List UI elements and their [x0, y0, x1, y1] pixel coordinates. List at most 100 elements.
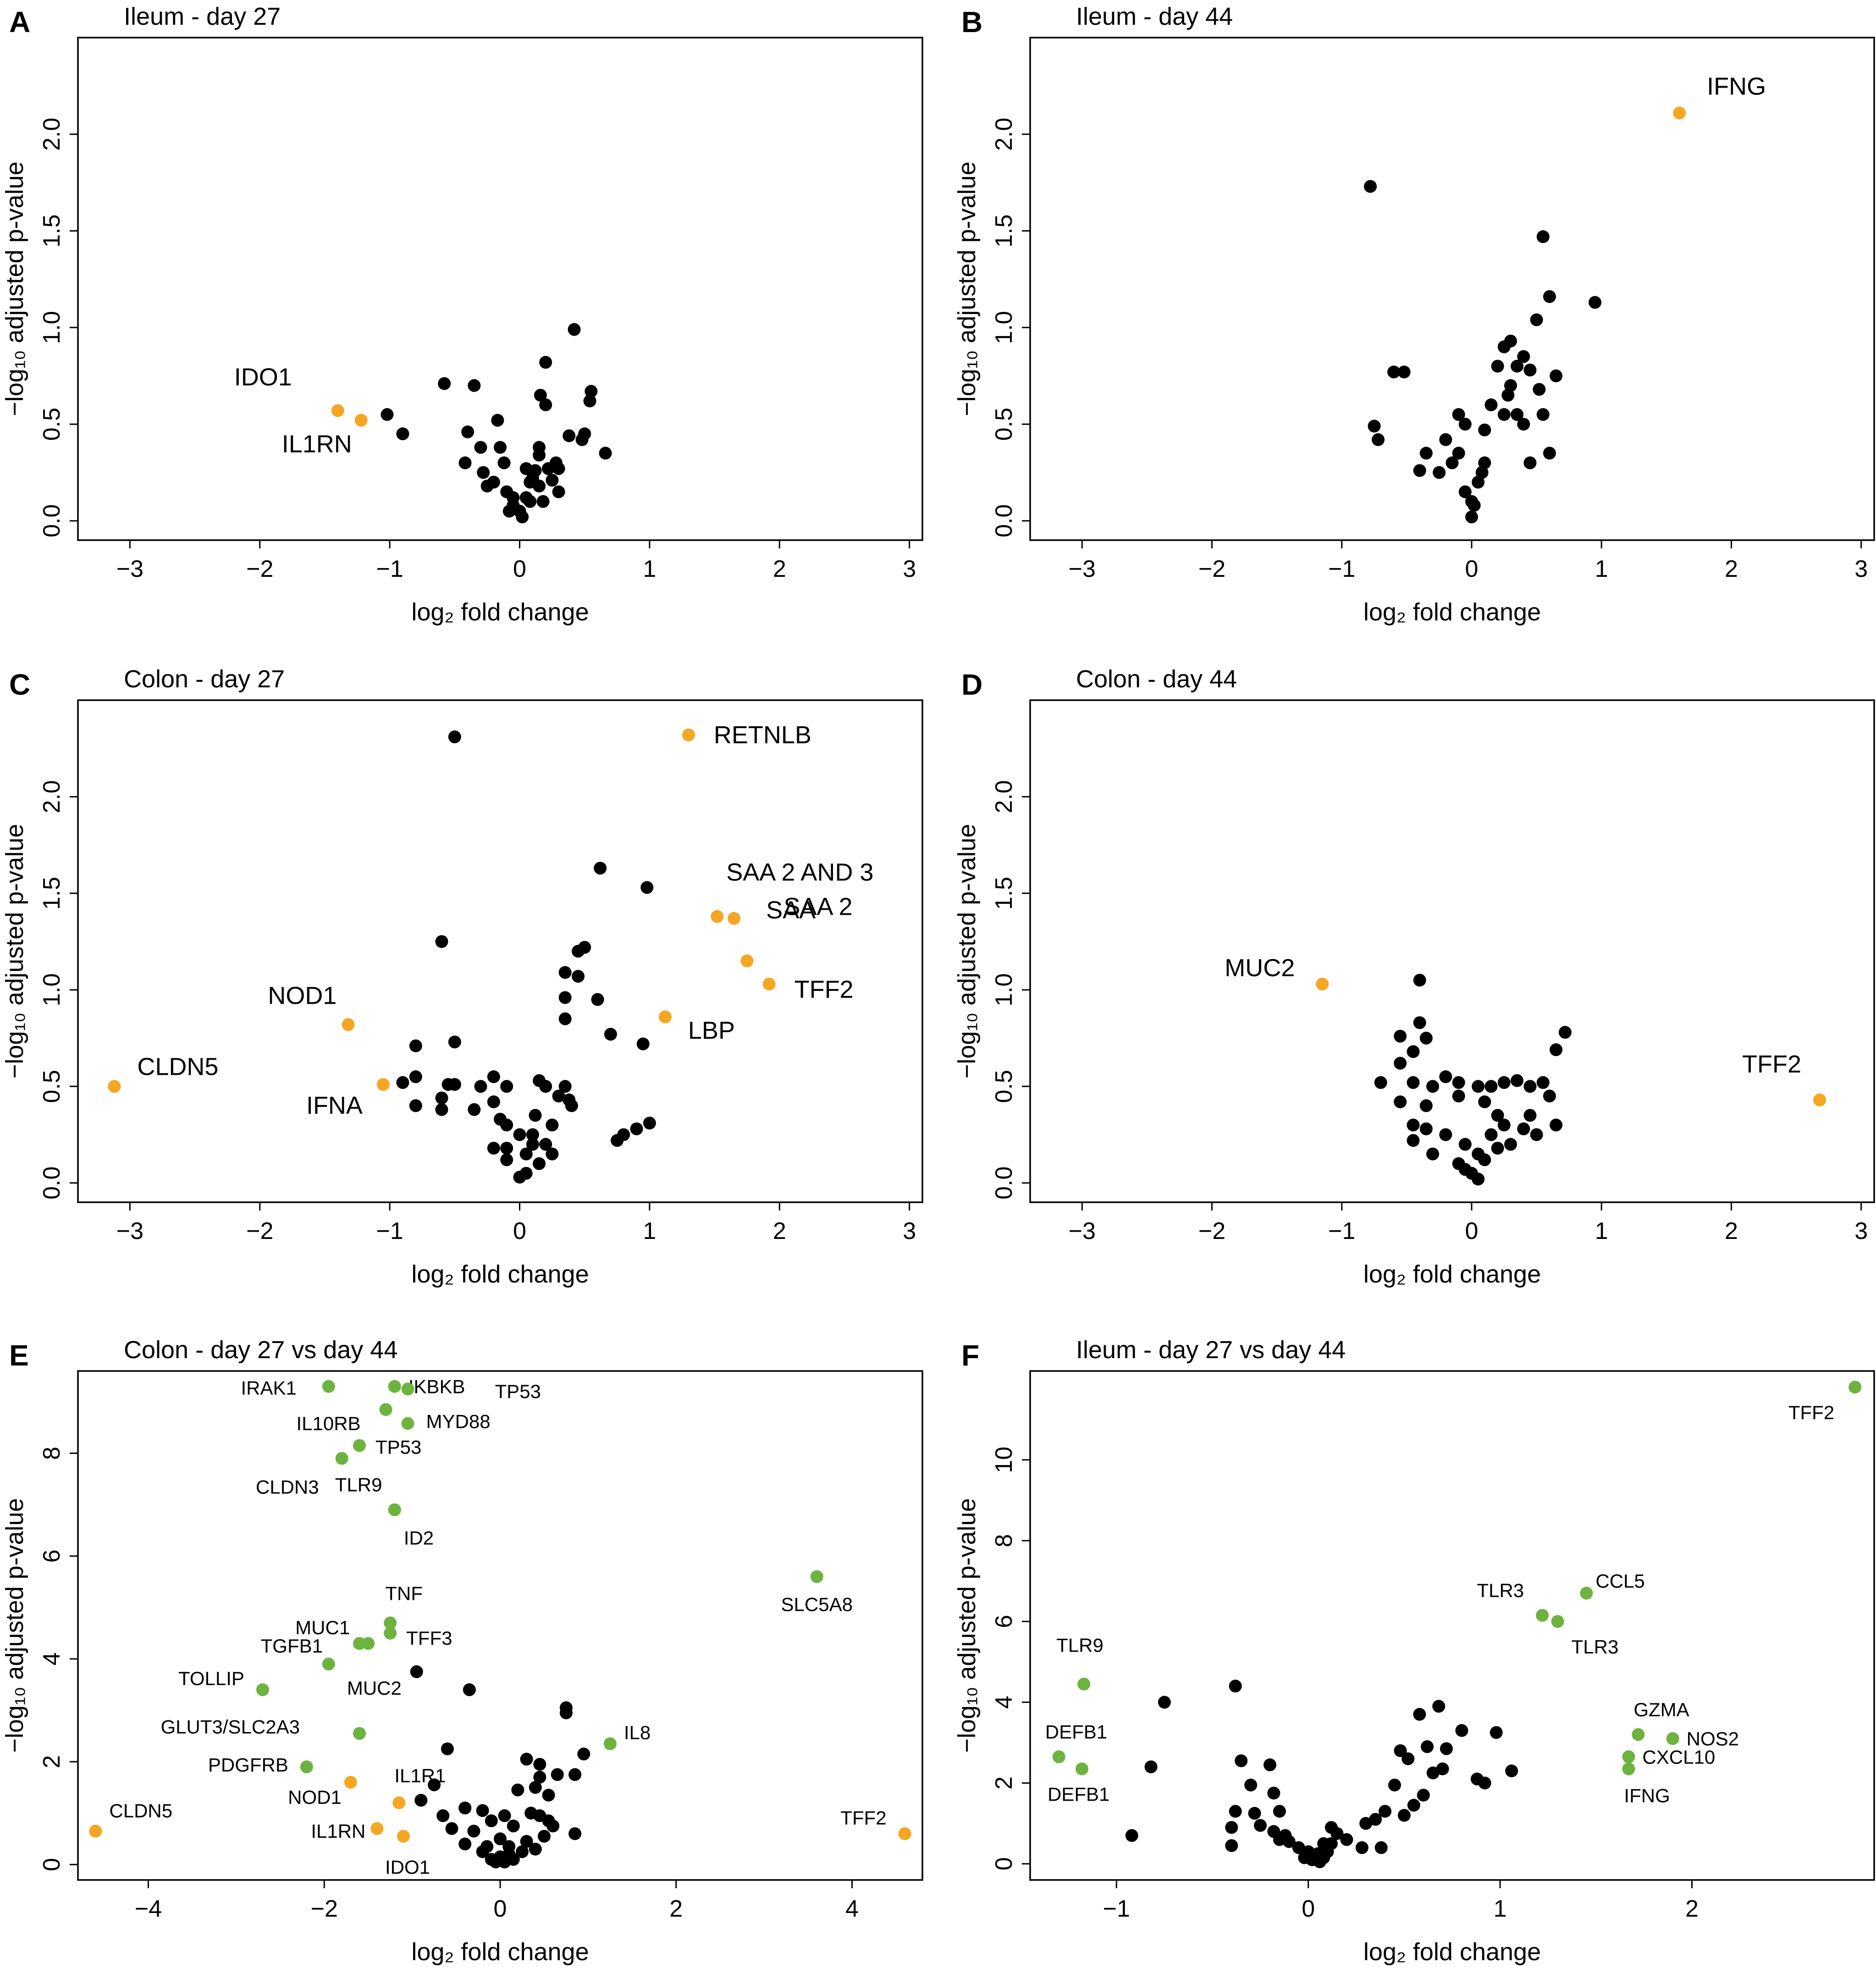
y-tick-label: 1.5 — [39, 877, 65, 910]
data-point — [1523, 456, 1537, 470]
point-label: NOD1 — [288, 1786, 342, 1808]
data-point — [630, 1122, 643, 1135]
data-point — [1536, 230, 1550, 243]
data-point — [474, 1080, 487, 1093]
x-axis-label: log₂ fold change — [411, 598, 589, 626]
plot-frame — [1029, 699, 1875, 1203]
data-point — [409, 1039, 422, 1052]
data-point — [1368, 420, 1381, 433]
data-point — [1388, 1778, 1401, 1791]
data-point — [445, 1822, 458, 1835]
data-point — [1472, 475, 1485, 489]
data-point — [640, 881, 654, 894]
point-label: IFNA — [306, 1092, 363, 1119]
data-point — [1491, 1142, 1504, 1155]
highlighted-point — [1316, 978, 1329, 991]
data-point — [519, 1147, 533, 1161]
y-tick-label: 0 — [991, 1857, 1017, 1870]
y-tick-label: 1.0 — [39, 311, 65, 344]
highlighted-point — [392, 1796, 406, 1809]
highlighted-point — [1536, 1609, 1549, 1622]
data-point — [539, 1138, 552, 1151]
point-label: MYD88 — [426, 1410, 491, 1432]
data-point — [502, 504, 516, 518]
point-label: IKBKB — [408, 1376, 465, 1398]
data-point — [558, 1080, 572, 1093]
x-tick-label: 4 — [845, 1896, 859, 1922]
panel-letter: C — [9, 668, 30, 701]
data-point — [474, 441, 487, 454]
data-point — [1273, 1805, 1286, 1818]
data-point — [568, 1768, 582, 1781]
data-point — [1550, 1118, 1563, 1132]
data-point — [1369, 1813, 1382, 1826]
point-label: IDO1 — [385, 1857, 430, 1878]
y-tick-label: 6 — [991, 1615, 1017, 1628]
data-point — [1374, 1841, 1388, 1854]
data-point — [1511, 408, 1524, 421]
point-label: DEFB1 — [1048, 1784, 1109, 1805]
data-point — [500, 1080, 513, 1093]
y-tick-label: 0.0 — [39, 504, 65, 537]
data-point — [1440, 1742, 1453, 1755]
panel-letter: E — [9, 1339, 29, 1372]
data-point — [487, 1142, 500, 1155]
x-tick-label: 2 — [1725, 1218, 1738, 1244]
data-point — [1254, 1819, 1267, 1832]
x-tick-label: −4 — [135, 1896, 162, 1922]
data-point — [1419, 1122, 1433, 1135]
data-point — [448, 730, 461, 744]
data-point — [1478, 423, 1491, 437]
plot-title: Colon - day 44 — [1076, 665, 1237, 693]
point-label: CCL5 — [1595, 1570, 1644, 1592]
y-tick-label: 4 — [39, 1652, 65, 1665]
data-point — [519, 462, 533, 475]
panel-letter: B — [961, 6, 982, 39]
x-tick-label: 1 — [1595, 1218, 1608, 1244]
point-label: MUC2 — [1225, 954, 1295, 982]
data-point — [468, 379, 481, 392]
data-point — [1478, 456, 1491, 470]
x-tick-label: −1 — [1328, 556, 1355, 582]
highlighted-point — [397, 1830, 410, 1843]
data-point — [1543, 1089, 1556, 1103]
data-point — [1229, 1680, 1242, 1693]
data-point — [636, 1037, 650, 1050]
plot-frame — [1029, 37, 1875, 541]
data-point — [1543, 290, 1556, 303]
data-point — [1417, 1789, 1430, 1802]
data-point — [428, 1778, 441, 1791]
data-point — [529, 1109, 542, 1122]
highlighted-point — [108, 1080, 121, 1093]
point-label: IL1RN — [311, 1820, 365, 1842]
highlighted-point — [1077, 1677, 1091, 1691]
data-point — [1244, 1778, 1258, 1791]
data-point — [511, 1783, 524, 1797]
x-tick-label: 1 — [643, 1218, 656, 1244]
data-point — [1413, 464, 1426, 477]
data-point — [1484, 398, 1498, 411]
point-label: TLR3 — [1572, 1636, 1619, 1658]
data-point — [568, 323, 581, 336]
highlighted-point — [376, 1078, 390, 1091]
data-point — [476, 1845, 489, 1858]
point-label: TFF2 — [840, 1807, 886, 1829]
data-point — [559, 1706, 573, 1719]
data-point — [1235, 1754, 1248, 1768]
y-tick-label: 2 — [39, 1755, 65, 1769]
plot-frame — [77, 37, 923, 541]
data-point — [1387, 365, 1401, 379]
data-point — [1478, 1153, 1491, 1166]
x-tick-label: 3 — [1854, 1218, 1868, 1244]
point-label: IL10RB — [296, 1413, 360, 1434]
point-label: GLUT3/SLC2A3 — [161, 1716, 300, 1737]
highlighted-point — [711, 910, 724, 923]
data-point — [533, 448, 546, 462]
y-tick-label: 0.5 — [991, 1070, 1017, 1103]
x-tick-label: 2 — [669, 1896, 683, 1922]
data-point — [1359, 1817, 1373, 1830]
point-label: MUC2 — [347, 1677, 402, 1699]
y-tick-label: 2.0 — [991, 118, 1017, 151]
y-tick-label: 0.0 — [991, 504, 1017, 537]
data-point — [1505, 1764, 1518, 1778]
